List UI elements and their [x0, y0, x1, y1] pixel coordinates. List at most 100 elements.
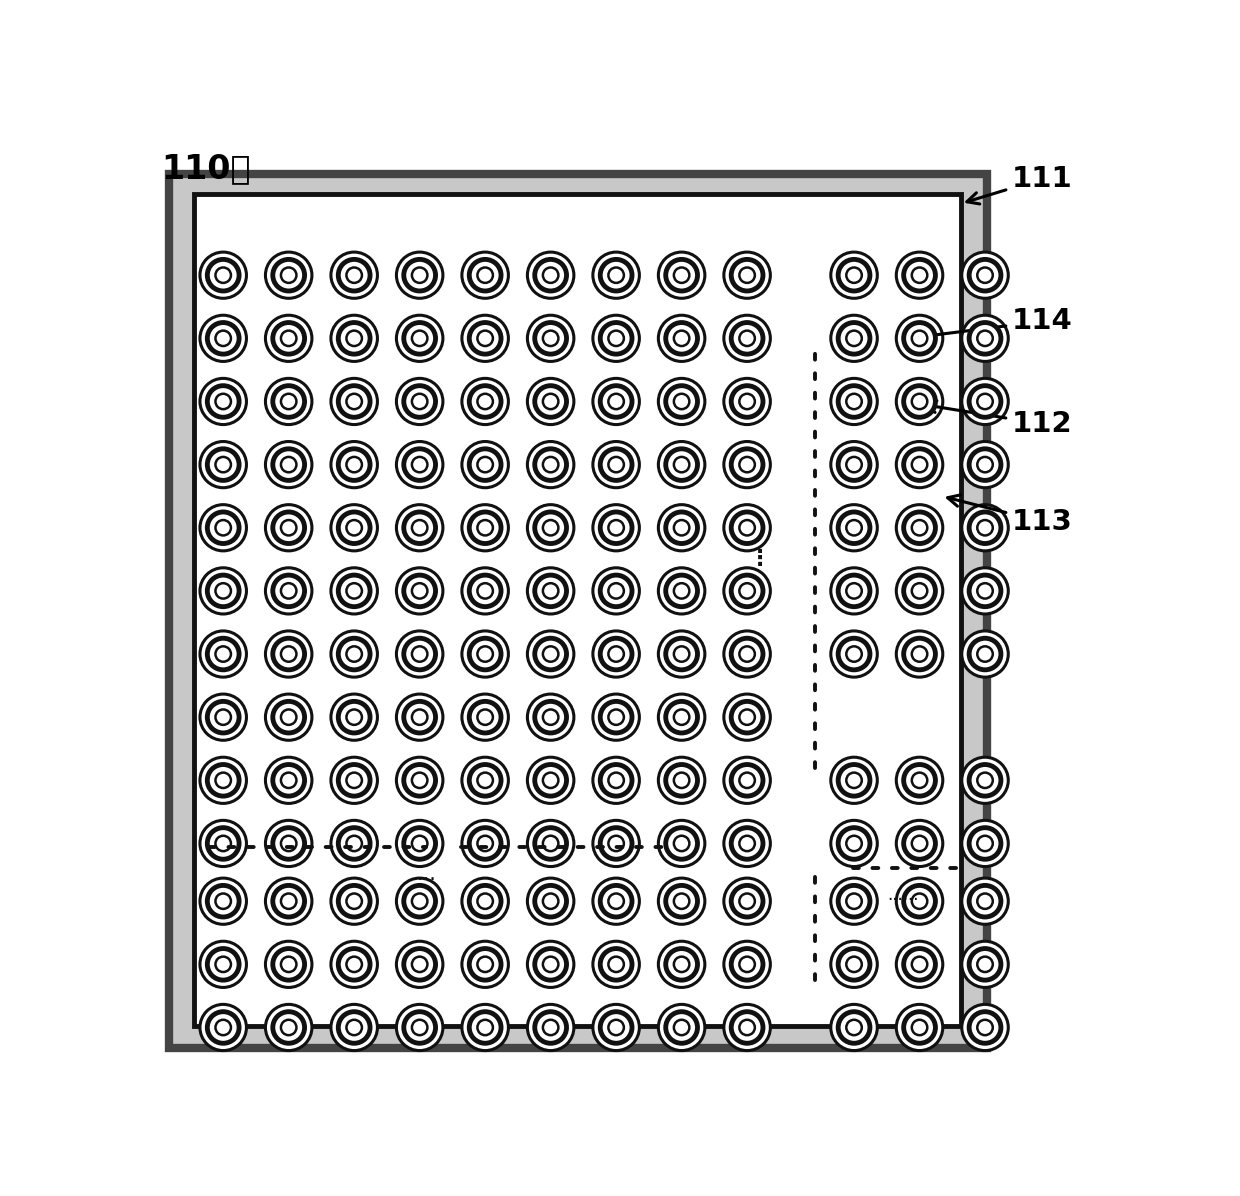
Circle shape: [673, 330, 689, 346]
Circle shape: [846, 268, 862, 283]
Circle shape: [911, 646, 928, 661]
Circle shape: [331, 1005, 377, 1050]
Circle shape: [831, 941, 878, 988]
Circle shape: [477, 457, 492, 472]
Circle shape: [600, 828, 632, 859]
Circle shape: [265, 378, 312, 425]
Circle shape: [273, 1012, 305, 1043]
Circle shape: [273, 639, 305, 670]
Circle shape: [838, 448, 870, 481]
Circle shape: [846, 1020, 862, 1036]
Circle shape: [331, 505, 377, 551]
Circle shape: [200, 1005, 247, 1050]
Circle shape: [897, 757, 942, 804]
Circle shape: [543, 393, 558, 409]
Circle shape: [469, 260, 501, 291]
Circle shape: [339, 639, 370, 670]
Circle shape: [897, 441, 942, 488]
Circle shape: [281, 893, 296, 909]
Circle shape: [346, 1020, 362, 1036]
Circle shape: [477, 773, 492, 788]
Circle shape: [897, 378, 942, 425]
Circle shape: [970, 764, 1001, 797]
Circle shape: [609, 584, 624, 598]
Circle shape: [346, 957, 362, 972]
Circle shape: [477, 330, 492, 346]
Circle shape: [911, 268, 928, 283]
Circle shape: [216, 268, 231, 283]
Circle shape: [265, 757, 312, 804]
Circle shape: [897, 568, 942, 614]
Circle shape: [273, 885, 305, 917]
Circle shape: [739, 330, 755, 346]
Circle shape: [477, 893, 492, 909]
Circle shape: [207, 639, 239, 670]
Circle shape: [962, 941, 1008, 988]
Circle shape: [534, 764, 567, 797]
Circle shape: [397, 757, 443, 804]
Circle shape: [339, 323, 370, 354]
Circle shape: [838, 385, 870, 417]
Circle shape: [846, 457, 862, 472]
Circle shape: [897, 941, 942, 988]
Circle shape: [346, 709, 362, 725]
Circle shape: [593, 505, 640, 551]
Circle shape: [461, 820, 508, 867]
Circle shape: [397, 631, 443, 677]
Circle shape: [609, 893, 624, 909]
Circle shape: [724, 505, 770, 551]
Circle shape: [527, 252, 574, 298]
Circle shape: [897, 252, 942, 298]
Circle shape: [732, 701, 763, 733]
Circle shape: [200, 694, 247, 740]
Circle shape: [846, 836, 862, 852]
Circle shape: [543, 330, 558, 346]
Circle shape: [346, 330, 362, 346]
Circle shape: [962, 878, 1008, 925]
Circle shape: [469, 323, 501, 354]
Circle shape: [273, 828, 305, 859]
Circle shape: [724, 820, 770, 867]
Circle shape: [658, 1005, 704, 1050]
Text: 111: 111: [967, 165, 1073, 205]
Circle shape: [658, 568, 704, 614]
Circle shape: [265, 505, 312, 551]
Circle shape: [600, 885, 632, 917]
Circle shape: [724, 631, 770, 677]
Circle shape: [732, 885, 763, 917]
Circle shape: [273, 948, 305, 981]
Circle shape: [593, 316, 640, 361]
Circle shape: [732, 385, 763, 417]
Circle shape: [543, 1020, 558, 1036]
Circle shape: [216, 584, 231, 598]
Circle shape: [527, 441, 574, 488]
Circle shape: [200, 505, 247, 551]
Circle shape: [904, 639, 935, 670]
Circle shape: [265, 252, 312, 298]
Circle shape: [339, 885, 370, 917]
Circle shape: [281, 457, 296, 472]
Circle shape: [207, 1012, 239, 1043]
Circle shape: [461, 631, 508, 677]
Circle shape: [331, 378, 377, 425]
Circle shape: [281, 584, 296, 598]
Circle shape: [397, 252, 443, 298]
Circle shape: [609, 773, 624, 788]
Circle shape: [724, 1005, 770, 1050]
Circle shape: [281, 773, 296, 788]
Circle shape: [543, 836, 558, 852]
Circle shape: [673, 584, 689, 598]
Circle shape: [739, 836, 755, 852]
Circle shape: [724, 941, 770, 988]
Circle shape: [666, 948, 697, 981]
Circle shape: [732, 639, 763, 670]
Circle shape: [838, 885, 870, 917]
Circle shape: [412, 584, 428, 598]
Circle shape: [200, 878, 247, 925]
Circle shape: [331, 631, 377, 677]
Circle shape: [346, 893, 362, 909]
Circle shape: [397, 941, 443, 988]
Circle shape: [404, 828, 435, 859]
Circle shape: [527, 878, 574, 925]
Circle shape: [962, 441, 1008, 488]
